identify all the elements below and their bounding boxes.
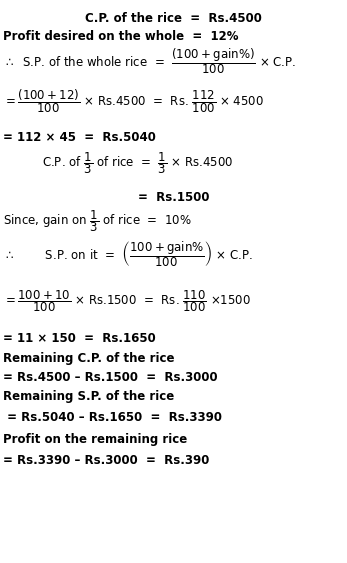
Text: = 112 × 45  =  Rs.5040: = 112 × 45 = Rs.5040 <box>3 131 156 145</box>
Text: = Rs.4500 – Rs.1500  =  Rs.3000: = Rs.4500 – Rs.1500 = Rs.3000 <box>3 370 218 384</box>
Text: = Rs.3390 – Rs.3000  =  Rs.390: = Rs.3390 – Rs.3000 = Rs.390 <box>3 454 210 467</box>
Text: $= \dfrac{(100+12)}{100}$ × Rs.4500  =  Rs. $\dfrac{112}{100}$ × 4500: $= \dfrac{(100+12)}{100}$ × Rs.4500 = Rs… <box>3 87 264 115</box>
Text: Since, gain on $\dfrac{1}{3}$ of rice  =  10%: Since, gain on $\dfrac{1}{3}$ of rice = … <box>3 208 192 234</box>
Text: Remaining S.P. of the rice: Remaining S.P. of the rice <box>3 390 175 404</box>
Text: C.P. of the rice  =  Rs.4500: C.P. of the rice = Rs.4500 <box>85 11 262 25</box>
Text: = Rs.5040 – Rs.1650  =  Rs.3390: = Rs.5040 – Rs.1650 = Rs.3390 <box>3 411 222 425</box>
Text: $= \dfrac{100+10}{100}$ × Rs.1500  =  Rs. $\dfrac{110}{100}$ ×1500: $= \dfrac{100+10}{100}$ × Rs.1500 = Rs. … <box>3 288 252 314</box>
Text: $\therefore$        S.P. on it  =  $\left(\dfrac{100 + \mathrm{gain\%}}{100}\rig: $\therefore$ S.P. on it = $\left(\dfrac{… <box>3 240 253 269</box>
Text: Profit desired on the whole  =  12%: Profit desired on the whole = 12% <box>3 30 239 43</box>
Text: Profit on the remaining rice: Profit on the remaining rice <box>3 432 188 446</box>
Text: =  Rs.1500: = Rs.1500 <box>138 190 209 204</box>
Text: C.P. of $\dfrac{1}{3}$ of rice  =  $\dfrac{1}{3}$ × Rs.4500: C.P. of $\dfrac{1}{3}$ of rice = $\dfrac… <box>42 150 233 176</box>
Text: = 11 × 150  =  Rs.1650: = 11 × 150 = Rs.1650 <box>3 332 156 346</box>
Text: $\therefore$  S.P. of the whole rice  =  $\dfrac{(100 + \mathrm{gain\%})}{100}$ : $\therefore$ S.P. of the whole rice = $\… <box>3 46 297 75</box>
Text: Remaining C.P. of the rice: Remaining C.P. of the rice <box>3 352 175 365</box>
